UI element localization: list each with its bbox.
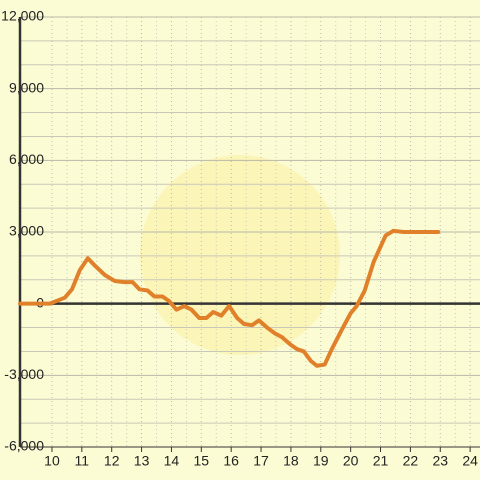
x-tick-label: 13 bbox=[134, 453, 150, 469]
watermark bbox=[140, 155, 340, 355]
x-tick-label: 20 bbox=[343, 453, 359, 469]
data-line bbox=[18, 228, 441, 368]
y-tick-label: 12,000 bbox=[1, 8, 44, 24]
x-tick-label: 16 bbox=[223, 453, 239, 469]
x-tick-label: 18 bbox=[283, 453, 299, 469]
x-tick-label: 10 bbox=[44, 453, 60, 469]
y-tick-label: 9,000 bbox=[9, 79, 44, 95]
x-tick-label: 19 bbox=[313, 453, 329, 469]
x-tick-label: 21 bbox=[373, 453, 389, 469]
x-tick-label: 24 bbox=[462, 453, 478, 469]
y-tick-label: -3,000 bbox=[4, 366, 44, 382]
y-tick-label: 6,000 bbox=[9, 151, 44, 167]
x-tick-label: 15 bbox=[194, 453, 210, 469]
y-tick-label: -6,000 bbox=[4, 438, 44, 454]
x-tick-label: 11 bbox=[75, 453, 90, 469]
x-tick-label: 23 bbox=[432, 453, 448, 469]
y-tick-label: 3,000 bbox=[9, 223, 44, 239]
x-tick-label: 22 bbox=[403, 453, 419, 469]
x-tick-label: 14 bbox=[164, 453, 180, 469]
x-tick-label: 12 bbox=[104, 453, 120, 469]
x-tick-label: 17 bbox=[253, 453, 269, 469]
